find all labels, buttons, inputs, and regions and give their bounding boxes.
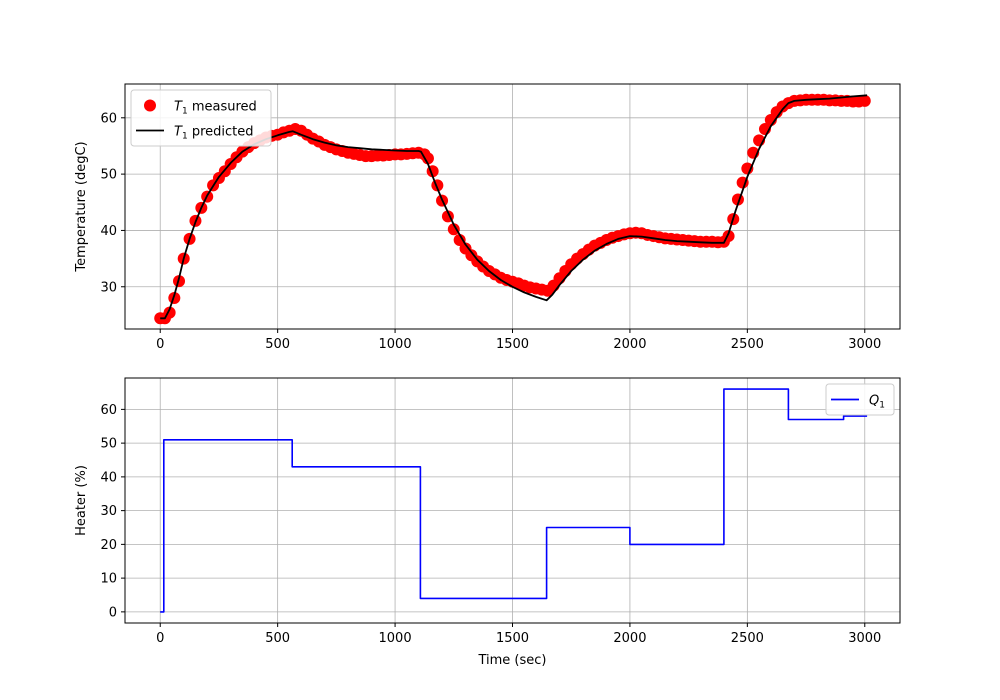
predicted-series-line	[160, 94, 868, 320]
heater-x-tick-label: 1500	[496, 631, 529, 646]
temperature-x-tick-label: 2500	[731, 337, 764, 352]
measured-point	[168, 292, 181, 305]
temperature-x-tick-label: 500	[265, 337, 290, 352]
heater-y-tick-label: 10	[100, 572, 117, 587]
measured-point	[447, 223, 460, 236]
heater-x-tick-label: 0	[156, 631, 164, 646]
temperature-panel: 0 500 1000 1500 2000 2500 3000 30 40 50 60 Tempera…	[74, 83, 901, 352]
heater-y-tick-label: 20	[100, 538, 117, 553]
heater-x-tick-label: 500	[265, 631, 290, 646]
temperature-y-tick-label: 60	[100, 111, 117, 126]
temperature-y-axis-label: Temperature (degC)	[74, 141, 89, 272]
heater-y-tick-label: 50	[100, 437, 117, 452]
heater-x-tick-label: 2000	[613, 631, 646, 646]
temperature-legend-box	[130, 89, 272, 147]
temperature-ticks: 0 500 1000 1500 2000 2500 3000 30 40 50 60	[100, 111, 881, 352]
time-x-axis-label: Time (sec)	[477, 653, 546, 668]
temperature-x-tick-label: 2000	[613, 337, 646, 352]
heater-x-tick-label: 1000	[379, 631, 412, 646]
heater-panel: 0 500 1000 1500 2000 2500 3000 0 10 20 30 40 50 60 He…	[74, 377, 901, 668]
heater-x-tick-label: 2500	[731, 631, 764, 646]
temperature-legend-label: T1 predicted	[174, 125, 254, 142]
temperature-y-tick-label: 50	[100, 168, 117, 183]
heater-x-tick-label: 3000	[848, 631, 881, 646]
temperature-x-tick-label: 0	[156, 337, 164, 352]
heater-y-tick-label: 0	[109, 605, 117, 620]
heater-grid	[125, 378, 900, 623]
temperature-x-tick-label: 3000	[848, 337, 881, 352]
temperature-x-tick-label: 1500	[496, 337, 529, 352]
heater-legend-box	[825, 383, 895, 416]
measured-point	[421, 152, 434, 165]
measured-point	[858, 94, 871, 107]
heater-marks	[160, 388, 868, 613]
temperature-legend-marker	[144, 99, 156, 112]
heater-legend-label: Q1	[869, 394, 885, 411]
temperature-marks	[154, 93, 871, 325]
temperature-legend: T1 measured T1 predicted	[130, 89, 272, 147]
temperature-x-tick-label: 1000	[379, 337, 412, 352]
heater-y-axis-label: Heater (%)	[74, 465, 89, 536]
heater-y-tick-label: 60	[100, 403, 117, 418]
temperature-legend-label: T1 measured	[174, 100, 257, 117]
measured-point	[453, 234, 466, 247]
heater-ticks: 0 500 1000 1500 2000 2500 3000 0 10 20 30 40 50 60	[100, 403, 881, 646]
heater-series-line	[160, 388, 868, 613]
temperature-y-tick-label: 30	[100, 280, 117, 295]
heater-y-tick-label: 30	[100, 504, 117, 519]
heater-y-tick-label: 40	[100, 470, 117, 485]
heater-legend: Q1	[825, 383, 895, 416]
temperature-y-tick-label: 40	[100, 224, 117, 239]
